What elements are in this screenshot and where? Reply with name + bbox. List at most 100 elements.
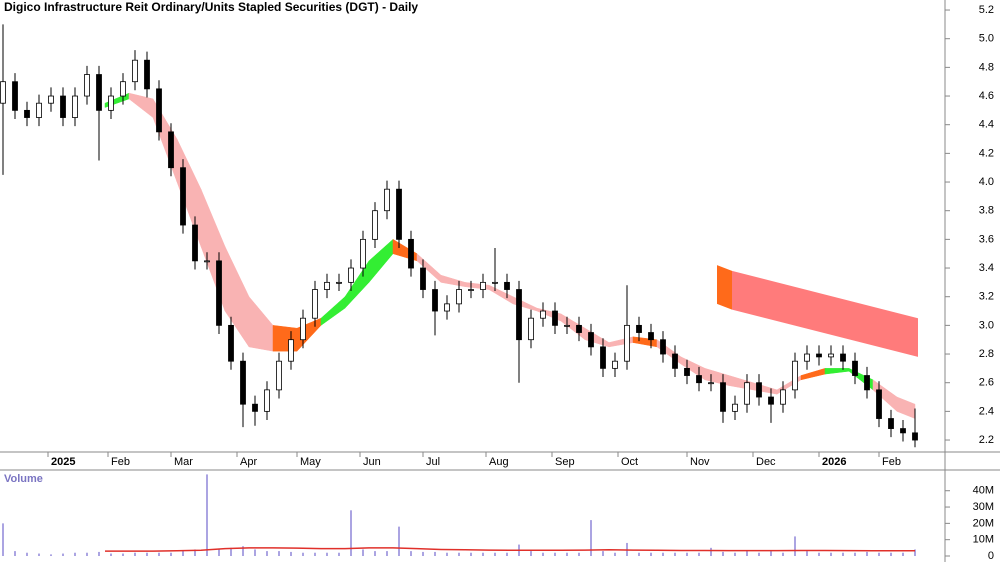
candle-body [732, 403, 738, 412]
x-tick-label: Sep [555, 456, 575, 468]
candle-body [372, 210, 378, 240]
volume-bar [170, 552, 172, 556]
candle-body [24, 109, 30, 118]
volume-bar [746, 551, 748, 556]
candle-body [480, 281, 486, 290]
volume-bar [506, 552, 508, 556]
volume-bar [710, 547, 712, 556]
candle-body [432, 289, 438, 312]
volume-bar [386, 551, 388, 556]
candle-body [816, 353, 822, 358]
volume-bar [734, 552, 736, 556]
y-tick-label: 2.2 [979, 434, 994, 446]
candle-body [0, 81, 6, 104]
candle-body [300, 317, 306, 341]
volume-bar [230, 547, 232, 556]
volume-bar [494, 552, 496, 556]
x-tick-label: May [300, 456, 321, 468]
volume-bar [350, 510, 352, 556]
candle-body [444, 303, 450, 312]
volume-bar [866, 551, 868, 556]
candle-body [276, 360, 282, 391]
candle-body [516, 289, 522, 341]
volume-bar [218, 549, 220, 556]
volume-bar [26, 552, 28, 556]
x-tick-label: 2025 [51, 456, 75, 468]
projection-band [732, 270, 918, 357]
volume-average [105, 547, 915, 552]
x-tick-label: Jul [426, 456, 440, 468]
candle-body [756, 382, 762, 398]
y-tick-label: 4.8 [979, 61, 994, 73]
volume-bar [398, 526, 400, 556]
volume-bar [686, 552, 688, 556]
chart-title: Digico Infrastructure Reit Ordinary/Unit… [4, 0, 418, 14]
volume-bar [122, 553, 124, 556]
candle-body [324, 281, 330, 290]
candle-body [60, 95, 66, 118]
x-tick-label: Aug [489, 456, 509, 468]
volume-bar [254, 549, 256, 556]
candle-body [240, 360, 246, 405]
candle-body [900, 428, 906, 434]
volume-bar [662, 552, 664, 556]
volume-bar [878, 552, 880, 556]
y-tick-label: 3.6 [979, 233, 994, 245]
volume-bar [794, 536, 796, 556]
volume-bar [182, 551, 184, 556]
volume-bar [2, 523, 4, 556]
volume-bar [590, 520, 592, 556]
x-tick-label: Nov [690, 456, 710, 468]
volume-bar [194, 549, 196, 556]
candle-body [600, 346, 606, 369]
candle-body [672, 353, 678, 369]
volume-bar [242, 546, 244, 556]
candle-body [204, 260, 210, 263]
candle-body [648, 332, 654, 341]
volume-bar [818, 552, 820, 556]
y-tick-label: 4.4 [979, 119, 994, 131]
y-tick-label: 30M [973, 501, 994, 513]
candle-body [36, 102, 42, 118]
y-tick-label: 4.6 [979, 90, 994, 102]
candle-body [576, 324, 582, 333]
volume-bar [86, 552, 88, 556]
volume-bar [326, 552, 328, 556]
y-tick-label: 0 [988, 550, 994, 562]
candle-body [624, 324, 630, 362]
y-tick-label: 2.4 [979, 405, 994, 417]
candle-body [684, 367, 690, 376]
candle-body [888, 418, 894, 429]
volume-bar [566, 552, 568, 556]
volume-bar [110, 553, 112, 556]
candle-body [780, 389, 786, 405]
candle-body [588, 332, 594, 348]
candle-body [504, 281, 510, 290]
x-tick-label: Mar [174, 456, 193, 468]
volume-bar [314, 552, 316, 556]
volume-bar [458, 552, 460, 556]
candle-body [912, 432, 918, 441]
projection-band [717, 265, 732, 310]
x-tick-label: Feb [882, 456, 901, 468]
candle-body [828, 353, 834, 358]
candle-body [360, 238, 366, 269]
candle-body [408, 238, 414, 269]
candle-body [552, 310, 558, 326]
volume-bar [602, 551, 604, 556]
y-tick-label: 4.2 [979, 147, 994, 159]
volume-bar [206, 474, 208, 556]
candle-body [180, 167, 186, 226]
volume-bar [134, 552, 136, 556]
volume-bar [722, 551, 724, 556]
volume-bar [674, 552, 676, 556]
volume-bar [542, 552, 544, 556]
volume-bar [614, 552, 616, 556]
volume-bar [830, 552, 832, 556]
candle-body [108, 95, 114, 111]
candle-body [768, 396, 774, 405]
candle-body [264, 389, 270, 412]
x-tick-label: Dec [756, 456, 776, 468]
candle-body [864, 375, 870, 391]
